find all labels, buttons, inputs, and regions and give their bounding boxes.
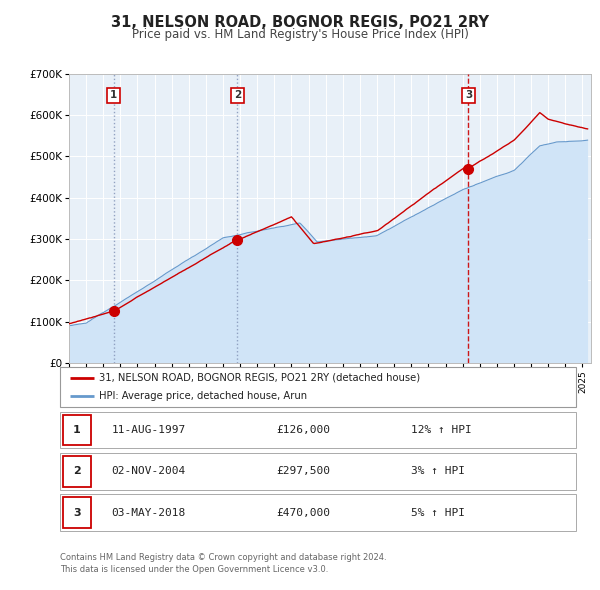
Text: 1: 1 [73,425,80,435]
Text: 31, NELSON ROAD, BOGNOR REGIS, PO21 2RY (detached house): 31, NELSON ROAD, BOGNOR REGIS, PO21 2RY … [98,373,420,383]
Bar [62,497,91,528]
Text: 02-NOV-2004: 02-NOV-2004 [112,467,186,476]
Text: £297,500: £297,500 [277,467,331,476]
Text: £126,000: £126,000 [277,425,331,435]
Text: 31, NELSON ROAD, BOGNOR REGIS, PO21 2RY: 31, NELSON ROAD, BOGNOR REGIS, PO21 2RY [111,15,489,30]
Text: 3% ↑ HPI: 3% ↑ HPI [411,467,465,476]
Text: Price paid vs. HM Land Registry's House Price Index (HPI): Price paid vs. HM Land Registry's House … [131,28,469,41]
Text: 12% ↑ HPI: 12% ↑ HPI [411,425,472,435]
Text: 2: 2 [73,467,80,476]
Text: 3: 3 [465,90,472,100]
Text: 11-AUG-1997: 11-AUG-1997 [112,425,186,435]
Text: HPI: Average price, detached house, Arun: HPI: Average price, detached house, Arun [98,391,307,401]
Text: £470,000: £470,000 [277,508,331,517]
Text: 2: 2 [234,90,241,100]
Bar [62,415,91,445]
Text: Contains HM Land Registry data © Crown copyright and database right 2024.
This d: Contains HM Land Registry data © Crown c… [60,553,386,574]
Text: 3: 3 [73,508,80,517]
Bar [62,456,91,487]
Text: 03-MAY-2018: 03-MAY-2018 [112,508,186,517]
Text: 5% ↑ HPI: 5% ↑ HPI [411,508,465,517]
Text: 1: 1 [110,90,117,100]
